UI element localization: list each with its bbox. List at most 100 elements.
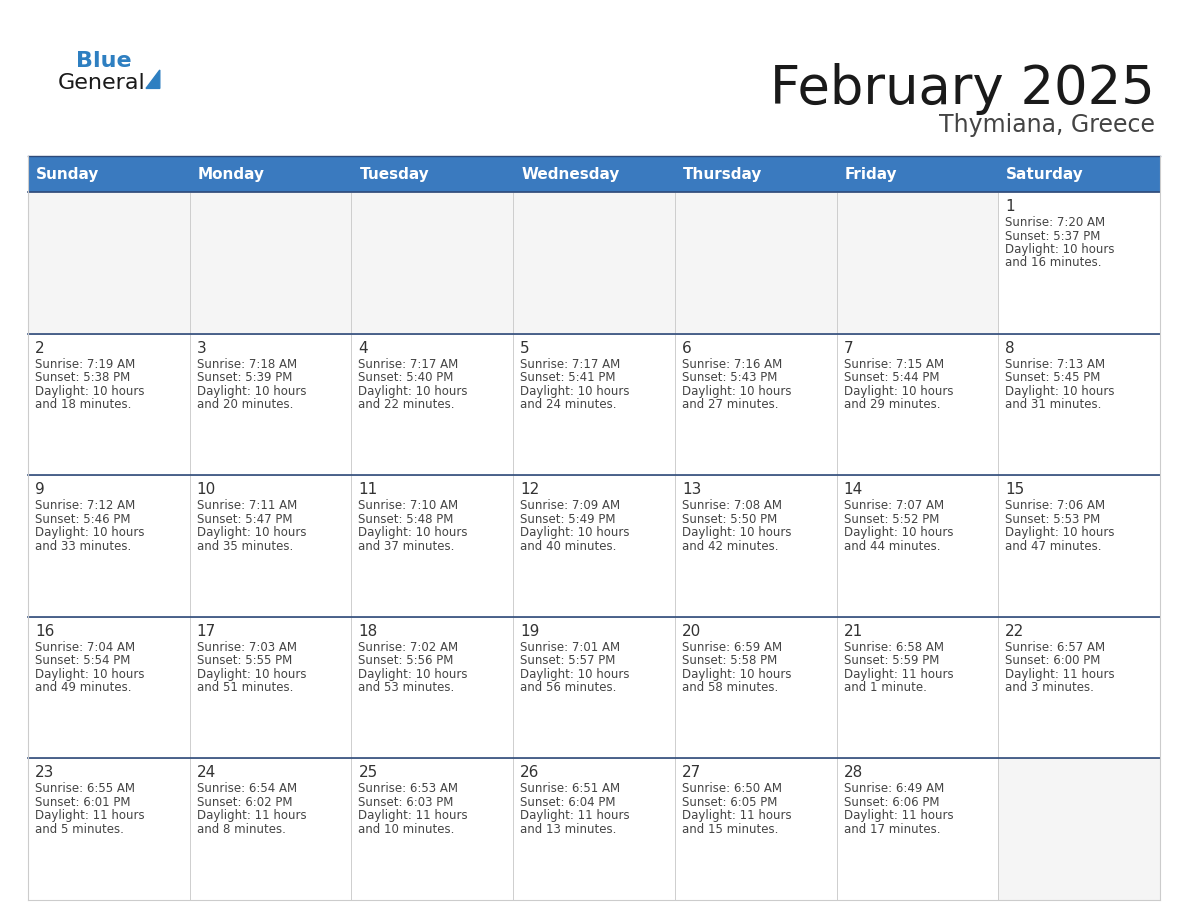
Text: Daylight: 10 hours: Daylight: 10 hours (359, 667, 468, 681)
Bar (998, 333, 1159, 476)
Text: Sunrise: 7:15 AM: Sunrise: 7:15 AM (843, 358, 943, 371)
Text: and 44 minutes.: and 44 minutes. (843, 540, 940, 553)
Text: Sunrise: 7:17 AM: Sunrise: 7:17 AM (520, 358, 620, 371)
Text: and 13 minutes.: and 13 minutes. (520, 823, 617, 836)
Text: Sunrise: 7:01 AM: Sunrise: 7:01 AM (520, 641, 620, 654)
Text: Sunset: 5:58 PM: Sunset: 5:58 PM (682, 655, 777, 667)
Bar (675, 156, 836, 192)
Bar (513, 192, 675, 333)
Text: Sunrise: 6:53 AM: Sunrise: 6:53 AM (359, 782, 459, 795)
Text: Sunset: 5:39 PM: Sunset: 5:39 PM (197, 371, 292, 384)
Text: Daylight: 10 hours: Daylight: 10 hours (1005, 385, 1114, 397)
Text: Sunrise: 7:02 AM: Sunrise: 7:02 AM (359, 641, 459, 654)
Text: Sunrise: 7:16 AM: Sunrise: 7:16 AM (682, 358, 782, 371)
Text: 13: 13 (682, 482, 701, 498)
Text: and 24 minutes.: and 24 minutes. (520, 398, 617, 411)
Text: 1: 1 (1005, 199, 1015, 214)
Bar (352, 617, 513, 758)
Text: and 47 minutes.: and 47 minutes. (1005, 540, 1101, 553)
Bar (836, 333, 998, 476)
Text: and 18 minutes.: and 18 minutes. (34, 398, 132, 411)
Text: and 33 minutes.: and 33 minutes. (34, 540, 131, 553)
Text: and 49 minutes.: and 49 minutes. (34, 681, 132, 694)
Text: Sunset: 6:03 PM: Sunset: 6:03 PM (359, 796, 454, 809)
Text: Daylight: 11 hours: Daylight: 11 hours (1005, 667, 1114, 681)
Bar (513, 156, 675, 192)
Bar (352, 192, 513, 333)
Text: Blue: Blue (76, 50, 132, 71)
Text: Thymiana, Greece: Thymiana, Greece (939, 113, 1155, 137)
Bar (836, 192, 998, 333)
Text: Sunset: 5:37 PM: Sunset: 5:37 PM (1005, 230, 1100, 242)
Bar (836, 476, 998, 617)
Text: 22: 22 (1005, 624, 1024, 639)
Text: 12: 12 (520, 482, 539, 498)
Text: 25: 25 (359, 766, 378, 780)
Text: and 56 minutes.: and 56 minutes. (520, 681, 617, 694)
Bar (513, 333, 675, 476)
Text: Sunrise: 7:04 AM: Sunrise: 7:04 AM (34, 641, 135, 654)
Text: Sunset: 5:45 PM: Sunset: 5:45 PM (1005, 371, 1100, 384)
Polygon shape (146, 70, 160, 88)
Bar (352, 333, 513, 476)
Text: Daylight: 11 hours: Daylight: 11 hours (359, 810, 468, 823)
Text: Daylight: 10 hours: Daylight: 10 hours (843, 526, 953, 539)
Bar (675, 333, 836, 476)
Bar (998, 758, 1159, 900)
Text: Daylight: 10 hours: Daylight: 10 hours (520, 526, 630, 539)
Text: and 1 minute.: and 1 minute. (843, 681, 927, 694)
Text: 4: 4 (359, 341, 368, 355)
Text: 6: 6 (682, 341, 691, 355)
Text: 18: 18 (359, 624, 378, 639)
Text: Sunset: 5:41 PM: Sunset: 5:41 PM (520, 371, 615, 384)
Text: Sunset: 6:04 PM: Sunset: 6:04 PM (520, 796, 615, 809)
Text: and 31 minutes.: and 31 minutes. (1005, 398, 1101, 411)
Text: Sunrise: 6:54 AM: Sunrise: 6:54 AM (197, 782, 297, 795)
Text: Monday: Monday (197, 166, 265, 182)
Text: and 17 minutes.: and 17 minutes. (843, 823, 940, 836)
Text: Daylight: 11 hours: Daylight: 11 hours (34, 810, 145, 823)
Text: Sunrise: 7:19 AM: Sunrise: 7:19 AM (34, 358, 135, 371)
Text: Daylight: 10 hours: Daylight: 10 hours (359, 385, 468, 397)
Bar (675, 476, 836, 617)
Text: Daylight: 10 hours: Daylight: 10 hours (197, 385, 307, 397)
Text: 10: 10 (197, 482, 216, 498)
Text: and 8 minutes.: and 8 minutes. (197, 823, 285, 836)
Bar (675, 758, 836, 900)
Bar (998, 192, 1159, 333)
Text: and 10 minutes.: and 10 minutes. (359, 823, 455, 836)
Bar (190, 156, 352, 192)
Text: Daylight: 10 hours: Daylight: 10 hours (359, 526, 468, 539)
Text: 3: 3 (197, 341, 207, 355)
Text: Sunset: 6:05 PM: Sunset: 6:05 PM (682, 796, 777, 809)
Text: 23: 23 (34, 766, 55, 780)
Text: Sunset: 5:53 PM: Sunset: 5:53 PM (1005, 512, 1100, 526)
Text: Sunset: 5:59 PM: Sunset: 5:59 PM (843, 655, 939, 667)
Text: Daylight: 10 hours: Daylight: 10 hours (682, 385, 791, 397)
Bar (836, 617, 998, 758)
Text: Thursday: Thursday (683, 166, 763, 182)
Text: Sunset: 5:57 PM: Sunset: 5:57 PM (520, 655, 615, 667)
Text: Sunset: 5:50 PM: Sunset: 5:50 PM (682, 512, 777, 526)
Text: 15: 15 (1005, 482, 1024, 498)
Bar (29, 758, 190, 900)
Text: and 37 minutes.: and 37 minutes. (359, 540, 455, 553)
Text: Sunset: 5:44 PM: Sunset: 5:44 PM (843, 371, 939, 384)
Bar (998, 476, 1159, 617)
Text: Sunset: 5:52 PM: Sunset: 5:52 PM (843, 512, 939, 526)
Text: Sunrise: 7:06 AM: Sunrise: 7:06 AM (1005, 499, 1105, 512)
Text: Daylight: 11 hours: Daylight: 11 hours (843, 810, 953, 823)
Bar (190, 192, 352, 333)
Text: Daylight: 10 hours: Daylight: 10 hours (843, 385, 953, 397)
Bar (29, 333, 190, 476)
Text: 28: 28 (843, 766, 862, 780)
Text: Daylight: 11 hours: Daylight: 11 hours (682, 810, 791, 823)
Text: Sunrise: 7:18 AM: Sunrise: 7:18 AM (197, 358, 297, 371)
Text: Daylight: 11 hours: Daylight: 11 hours (843, 667, 953, 681)
Text: Daylight: 11 hours: Daylight: 11 hours (520, 810, 630, 823)
Bar (998, 617, 1159, 758)
Bar (513, 476, 675, 617)
Text: Sunset: 5:55 PM: Sunset: 5:55 PM (197, 655, 292, 667)
Text: Sunset: 5:38 PM: Sunset: 5:38 PM (34, 371, 131, 384)
Text: Sunrise: 7:17 AM: Sunrise: 7:17 AM (359, 358, 459, 371)
